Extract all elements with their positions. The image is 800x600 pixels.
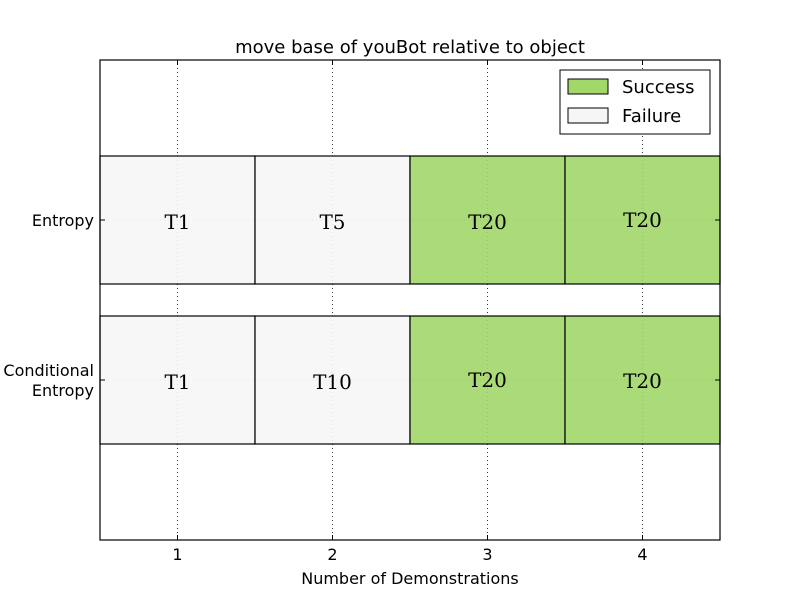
legend-swatch <box>567 78 609 95</box>
bar-cells: T1 T5 T20 T20 T1 T10 T20 T20 <box>99 155 721 445</box>
bar-cell-label: T1 <box>164 370 190 394</box>
bar-cell <box>254 315 411 445</box>
bar-cell-label: T20 <box>468 210 507 234</box>
chart-title: move base of youBot relative to object <box>235 37 585 58</box>
bar-cell <box>254 155 411 285</box>
x-tick-label: 1 <box>172 545 182 564</box>
y-category-label: Conditional Entropy <box>3 361 94 400</box>
bar-cell-label: T20 <box>623 369 662 393</box>
bar-cell <box>409 315 566 445</box>
plot-area <box>100 60 720 540</box>
legend-label: Failure <box>622 106 681 127</box>
bar-cell-label: T10 <box>313 370 352 394</box>
legend-swatch <box>567 107 609 124</box>
plot-frame <box>99 59 721 541</box>
legend-label: Success <box>622 77 694 98</box>
x-tick-label: 3 <box>482 545 492 564</box>
bar-cell-label: T5 <box>319 210 345 234</box>
y-category-label: Entropy <box>32 211 94 230</box>
bar-cell-label: T20 <box>468 368 507 392</box>
legend: Success Failure <box>559 69 711 135</box>
axis-ticks: 1 2 3 4 Entropy Conditional Entropy <box>3 60 720 564</box>
bar-cell <box>564 155 721 285</box>
x-tick-label: 4 <box>637 545 647 564</box>
bar-cell <box>99 315 256 445</box>
bar-cell <box>564 315 721 445</box>
bar-cell-label: T1 <box>164 210 190 234</box>
x-axis-label: Number of Demonstrations <box>301 569 519 588</box>
bar-cell-label: T20 <box>623 208 662 232</box>
x-tick-label: 2 <box>327 545 337 564</box>
